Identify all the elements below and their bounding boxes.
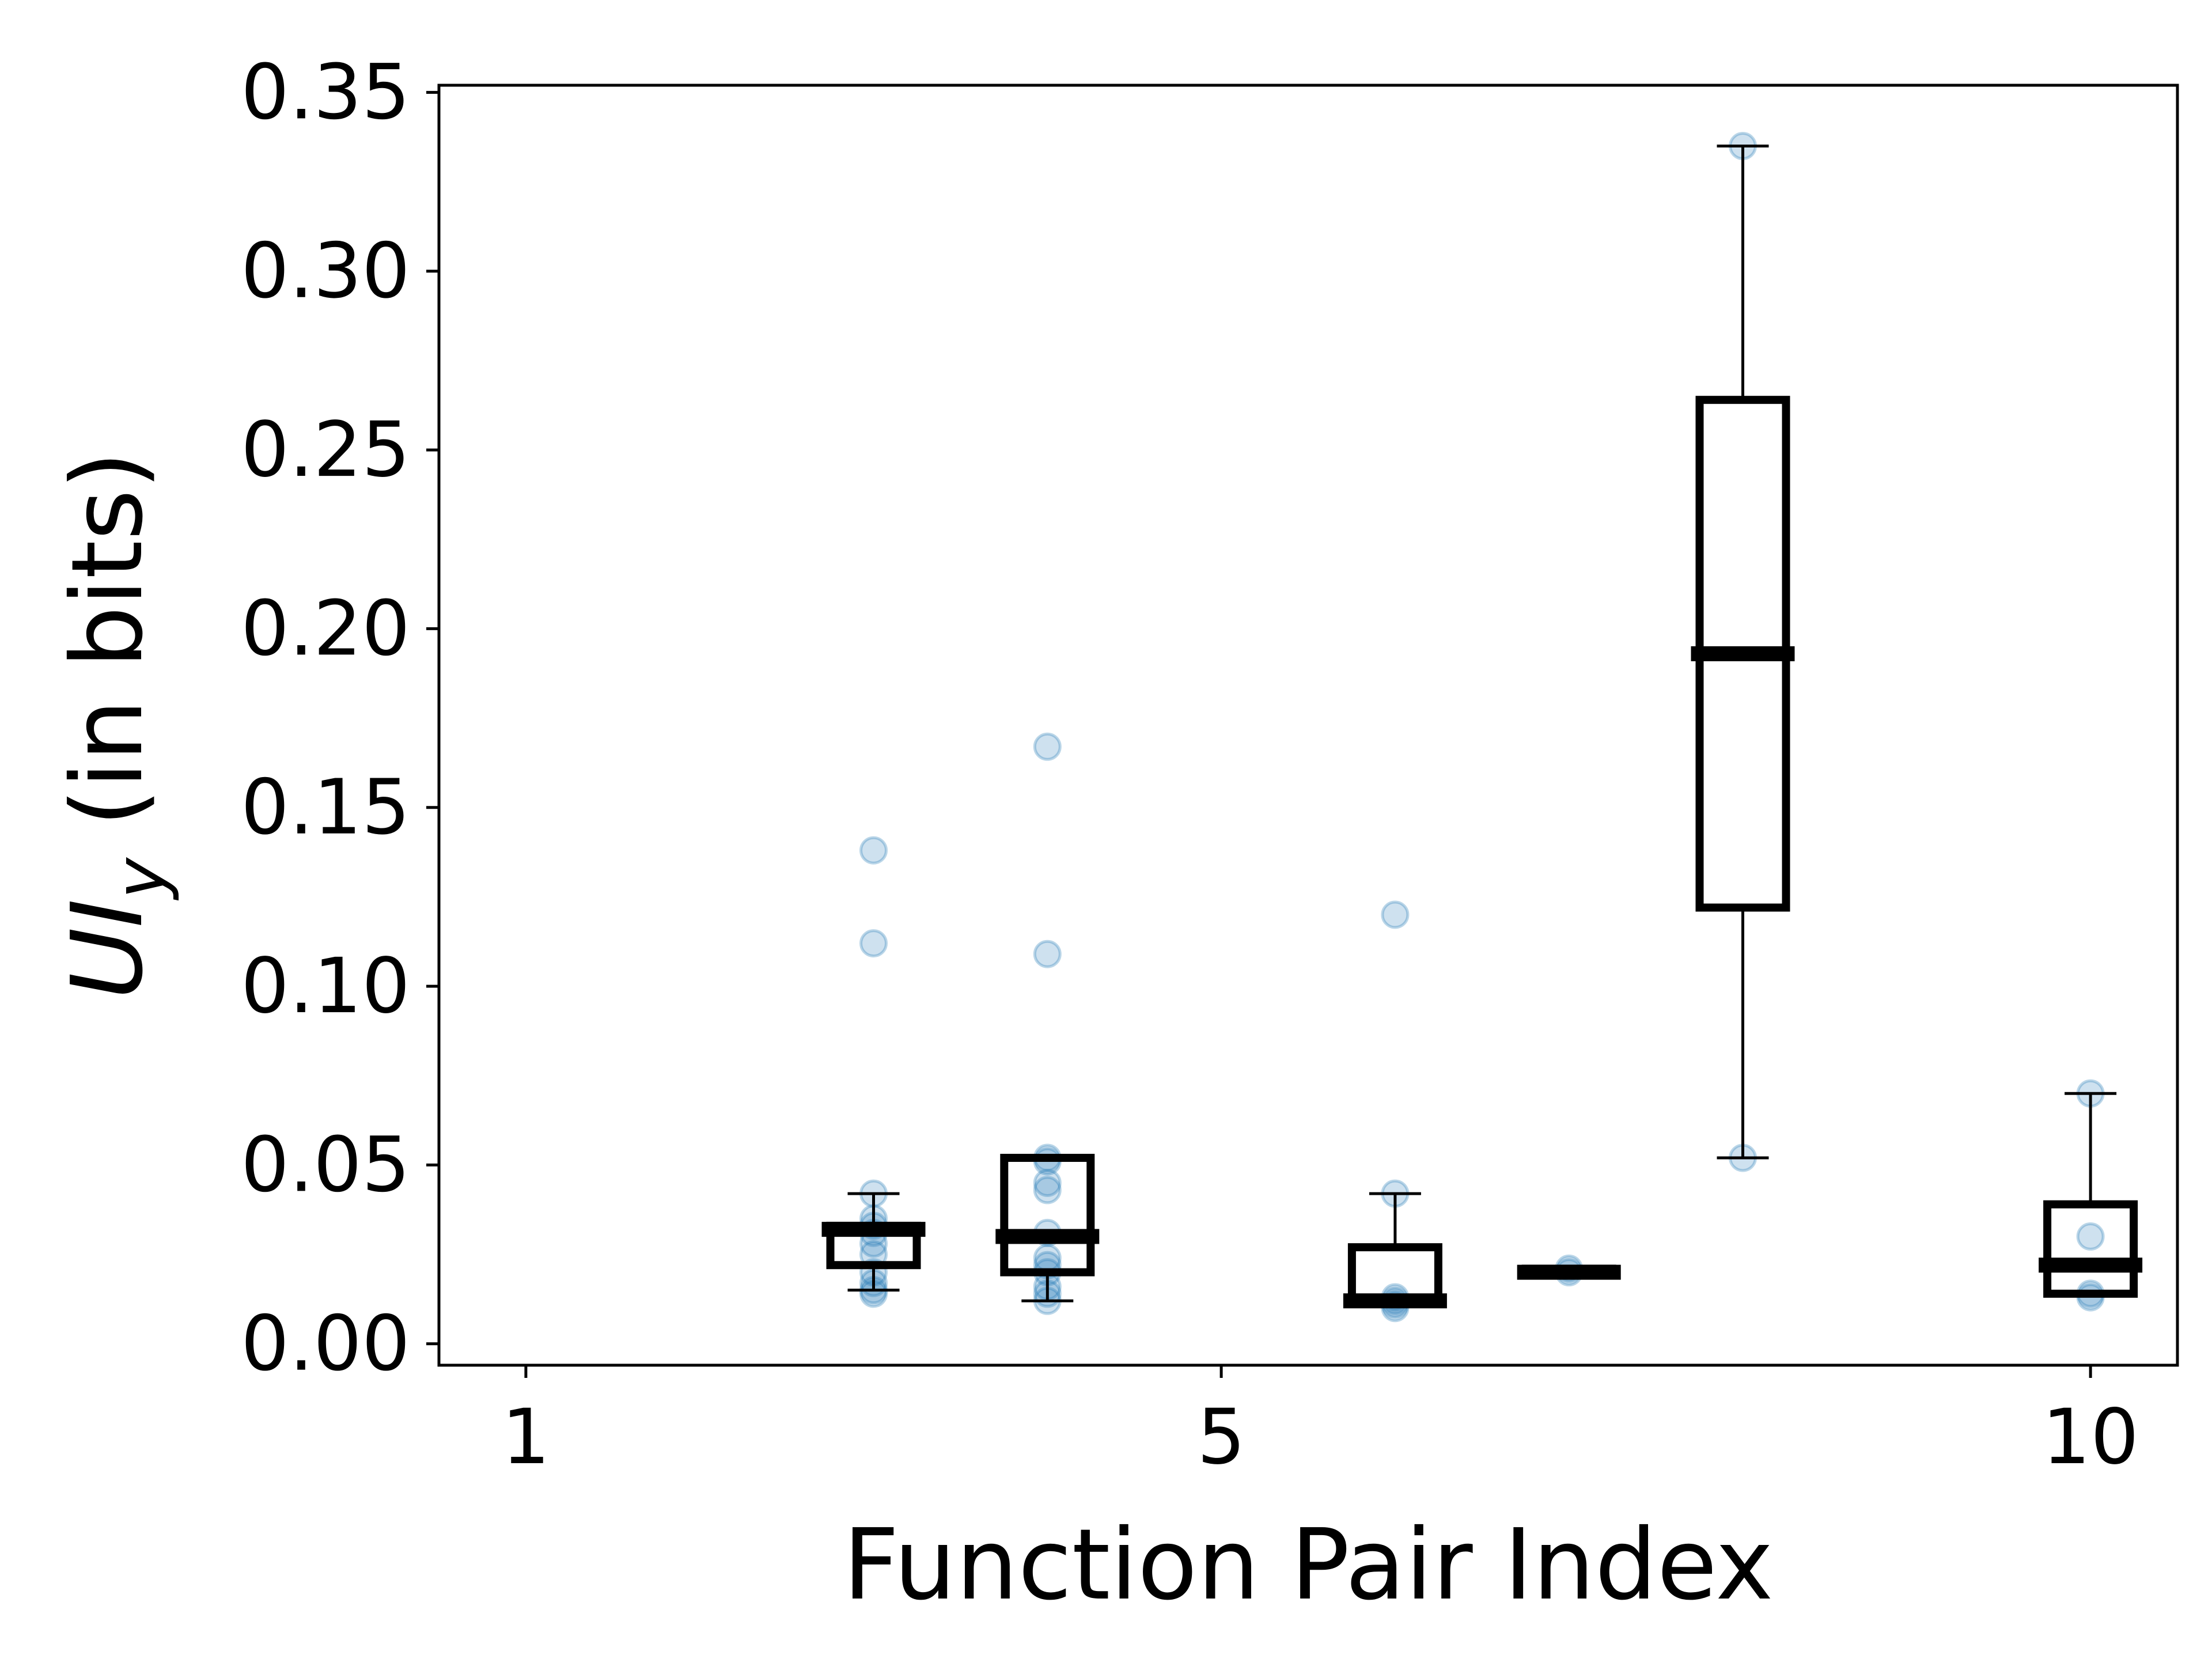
y-tick-label: 0.05 — [241, 1120, 410, 1209]
y-axis-label-subscript: y — [101, 857, 181, 900]
y-tick-label: 0.35 — [241, 48, 410, 137]
box-group — [821, 1192, 926, 1292]
y-tick-label: 0.00 — [241, 1300, 410, 1388]
y-axis-label-suffix: (in bits) — [51, 451, 165, 858]
y-tick-label: 0.25 — [241, 406, 410, 494]
box-group — [1343, 1192, 1447, 1309]
data-point — [2076, 1222, 2105, 1251]
box-group — [995, 1154, 1100, 1302]
x-tick-label: 10 — [2042, 1393, 2139, 1482]
x-axis-ticks: 1 5 10 — [502, 1365, 2139, 1482]
data-point — [1033, 1176, 1062, 1205]
boxes — [821, 145, 2143, 1309]
data-point — [1033, 1168, 1062, 1197]
interquartile-box — [1000, 1154, 1095, 1277]
box-group — [1691, 145, 1795, 1160]
y-tick-label: 0.15 — [241, 763, 410, 852]
y-tick-label: 0.20 — [241, 584, 410, 673]
y-axis-ticks: 0.00 0.05 0.10 0.15 0.20 0.25 0.30 0.35 — [241, 48, 439, 1388]
data-point — [1033, 732, 1062, 761]
interquartile-box — [2043, 1200, 2138, 1298]
plot-area-frame — [437, 84, 2179, 1367]
y-axis-label-main: UI — [51, 899, 165, 999]
x-axis-label: Function Pair Index — [843, 1508, 1773, 1622]
x-tick-label: 1 — [502, 1393, 550, 1482]
y-axis-label: UIy (in bits) — [51, 451, 181, 999]
data-point — [859, 929, 888, 958]
box-group — [2039, 1092, 2143, 1298]
data-point — [859, 836, 888, 865]
data-point — [1033, 940, 1062, 968]
y-tick-label: 0.10 — [241, 942, 410, 1031]
box-group — [1517, 1264, 1621, 1280]
y-tick-label: 0.30 — [241, 227, 410, 316]
x-tick-label: 5 — [1197, 1393, 1245, 1482]
data-point — [1381, 900, 1410, 929]
